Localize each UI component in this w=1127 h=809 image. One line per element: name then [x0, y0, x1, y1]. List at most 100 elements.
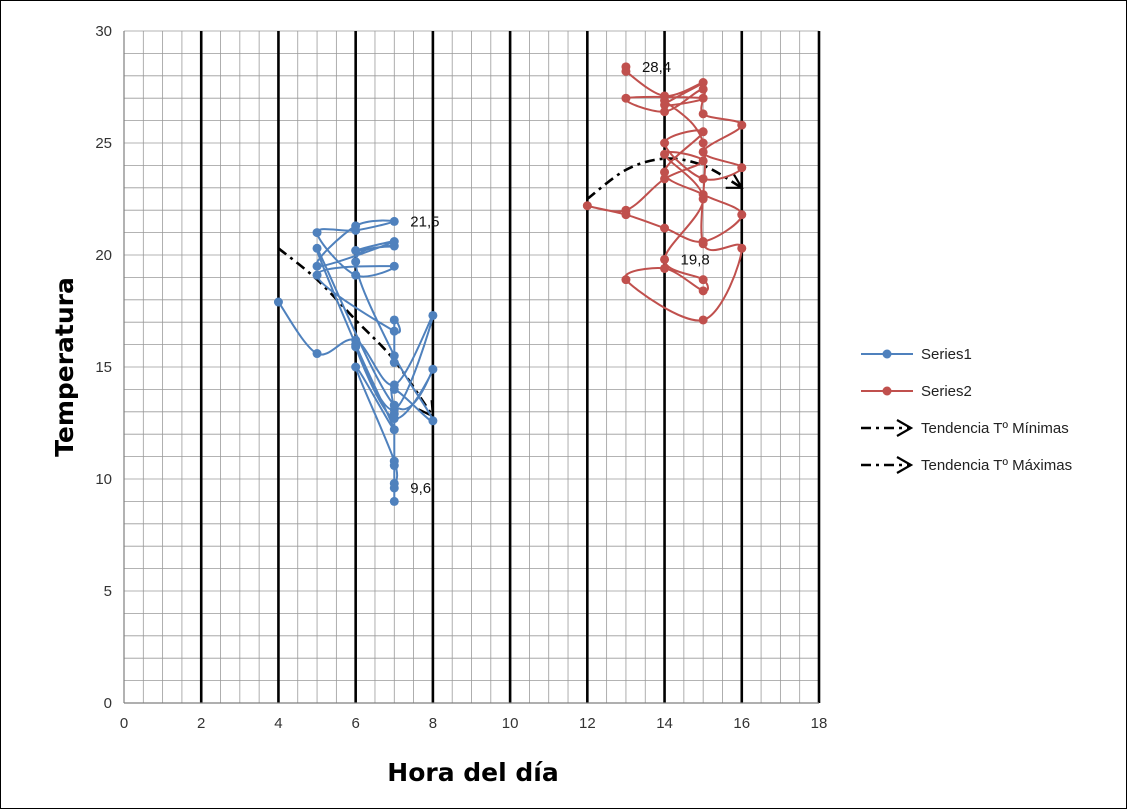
x-tick-label: 14	[656, 715, 673, 732]
data-point	[389, 216, 399, 226]
data-point	[389, 496, 399, 506]
data-point	[389, 237, 399, 247]
data-point	[698, 286, 708, 296]
y-tick-label: 15	[95, 359, 112, 376]
legend-label: Tendencia Tº Máximas	[921, 457, 1072, 474]
data-point	[351, 340, 361, 350]
data-point	[660, 107, 670, 117]
data-point	[698, 315, 708, 325]
data-point	[389, 351, 399, 361]
y-tick-labels: 0 5 10 15 20 25 30	[95, 23, 112, 712]
plot-axes	[123, 31, 819, 704]
data-point	[737, 243, 747, 253]
data-point	[582, 201, 592, 211]
data-point	[698, 138, 708, 148]
data-point	[698, 194, 708, 204]
legend-marker	[882, 386, 892, 396]
data-point	[660, 263, 670, 273]
data-point	[389, 315, 399, 325]
data-point	[389, 358, 399, 368]
y-tick-label: 25	[95, 135, 112, 152]
data-point	[660, 138, 670, 148]
legend-marker	[882, 349, 892, 359]
y-tick-label: 10	[95, 471, 112, 488]
data-point	[698, 174, 708, 184]
data-point	[312, 261, 322, 271]
data-point	[660, 174, 670, 184]
data-label: 19,8	[681, 251, 710, 268]
data-point	[428, 416, 438, 426]
data-point	[698, 156, 708, 166]
data-label: 9,6	[410, 480, 431, 497]
minor-gridlines	[124, 30, 819, 704]
data-point	[621, 275, 631, 285]
x-tick-label: 12	[579, 715, 596, 732]
data-label: 21,5	[410, 213, 439, 230]
legend-item: Series2	[861, 383, 972, 400]
data-point	[312, 228, 322, 238]
data-point	[660, 95, 670, 105]
data-point	[389, 261, 399, 271]
legend-item: Tendencia Tº Máximas	[861, 456, 1072, 474]
data-point	[312, 243, 322, 253]
data-point	[351, 362, 361, 372]
data-point	[312, 349, 322, 359]
data-point	[660, 223, 670, 233]
x-tick-label: 4	[274, 715, 282, 732]
data-point	[698, 109, 708, 119]
data-point	[351, 257, 361, 267]
x-tick-label: 18	[811, 715, 828, 732]
data-point	[698, 275, 708, 285]
chart-legend: Series1 Series2 Tendencia Tº Mínimas Tenden…	[861, 346, 1072, 474]
data-point	[621, 66, 631, 76]
x-axis-title: Hora del día	[387, 758, 558, 787]
data-point	[660, 254, 670, 264]
data-point	[698, 84, 708, 94]
data-point	[389, 326, 399, 336]
x-tick-label: 10	[502, 715, 519, 732]
y-axis-title: Temperatura	[50, 277, 79, 457]
x-tick-label: 0	[120, 715, 128, 732]
data-point	[698, 93, 708, 103]
data-point	[660, 167, 670, 177]
data-labels: 21,5 9,6 28,4 19,8	[410, 59, 709, 497]
y-tick-label: 20	[95, 247, 112, 264]
data-point	[273, 297, 283, 307]
y-tick-label: 30	[95, 23, 112, 40]
data-point	[389, 461, 399, 471]
legend-label: Series2	[921, 383, 972, 400]
data-point	[312, 270, 322, 280]
x-tick-label: 6	[351, 715, 359, 732]
data-point	[737, 210, 747, 220]
data-point	[389, 478, 399, 488]
data-point	[698, 147, 708, 157]
data-point	[621, 205, 631, 215]
y-tick-label: 5	[104, 583, 112, 600]
data-point	[698, 127, 708, 137]
data-label: 28,4	[642, 59, 671, 76]
x-tick-label: 8	[429, 715, 437, 732]
data-point	[389, 400, 399, 410]
legend-label: Series1	[921, 346, 972, 363]
data-point	[428, 310, 438, 320]
data-point	[351, 225, 361, 235]
data-series	[273, 62, 747, 506]
data-point	[351, 246, 361, 256]
x-tick-label: 2	[197, 715, 205, 732]
data-point	[389, 384, 399, 394]
data-point	[428, 364, 438, 374]
data-point	[737, 163, 747, 173]
data-point	[621, 93, 631, 103]
legend-label: Tendencia Tº Mínimas	[921, 420, 1069, 437]
data-point	[351, 270, 361, 280]
series-2	[582, 62, 747, 325]
y-tick-label: 0	[104, 695, 112, 712]
legend-item: Series1	[861, 346, 972, 363]
legend-item: Tendencia Tº Mínimas	[861, 419, 1069, 437]
x-tick-labels: 0 2 4 6 8 10 12 14 16 18	[120, 715, 828, 732]
data-point	[698, 78, 708, 88]
data-point	[389, 409, 399, 419]
series-1	[273, 216, 438, 506]
